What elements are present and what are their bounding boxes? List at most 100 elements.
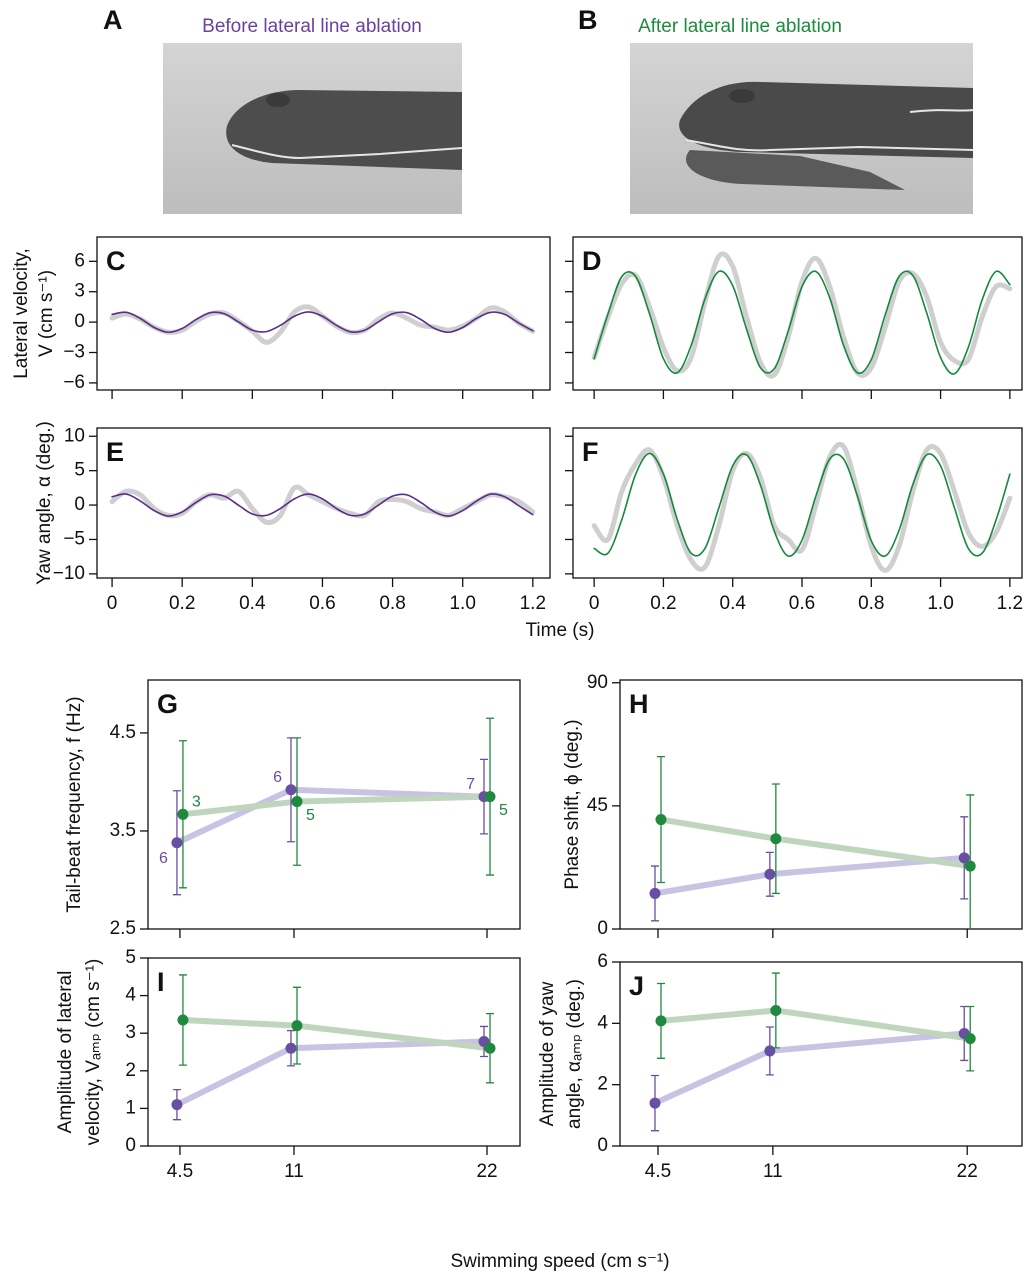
series-line bbox=[182, 793, 491, 818]
x-tick-label: 1.0 bbox=[449, 593, 475, 614]
y-axis-label: Yaw angle, α (deg.) bbox=[34, 421, 55, 585]
photo bbox=[163, 43, 463, 214]
x-tick-label: 4.5 bbox=[645, 1161, 671, 1182]
plot-area bbox=[171, 974, 496, 1121]
plot-frame bbox=[572, 427, 1023, 579]
photo-title: After lateral line ablation bbox=[638, 16, 842, 37]
plot-area bbox=[649, 972, 976, 1132]
plot-area bbox=[109, 484, 536, 526]
panel-letter: J bbox=[629, 971, 644, 1001]
data-point bbox=[770, 833, 782, 845]
plot-area bbox=[649, 755, 976, 929]
x-tick-label: 0.2 bbox=[650, 593, 676, 614]
y-axis-label: angle, αₐₘₚ (deg.) bbox=[564, 979, 585, 1129]
y-tick-label: 2 bbox=[125, 1060, 136, 1081]
y-tick-label: 0 bbox=[125, 1135, 136, 1156]
data-point bbox=[964, 860, 976, 872]
photo bbox=[630, 43, 974, 214]
sample-size: 6 bbox=[273, 769, 282, 786]
y-axis-label: Lateral velocity, bbox=[11, 248, 32, 379]
data-point bbox=[764, 868, 776, 880]
series-line bbox=[660, 816, 971, 870]
panel-letter: I bbox=[157, 967, 165, 997]
x-tick-label: 0.6 bbox=[309, 593, 335, 614]
x-tick-label: 1.2 bbox=[997, 593, 1023, 614]
series-line bbox=[660, 1007, 971, 1042]
y-axis-label: Tail-beat frequency, f (Hz) bbox=[64, 696, 85, 912]
photo-title: Before lateral line ablation bbox=[202, 16, 422, 37]
x-tick-label: 0.4 bbox=[239, 593, 266, 614]
y-tick-label: 3 bbox=[125, 1022, 136, 1043]
x-tick-label: 1.2 bbox=[520, 593, 546, 614]
y-axis-label: V (cm s⁻¹) bbox=[36, 270, 57, 357]
panel-letter: C bbox=[106, 246, 126, 276]
data-point bbox=[177, 808, 189, 820]
x-tick-label: 0 bbox=[107, 593, 118, 614]
series-line bbox=[654, 854, 965, 897]
y-tick-label: 0 bbox=[597, 1135, 608, 1156]
data-point bbox=[649, 1097, 661, 1109]
series-line bbox=[111, 493, 534, 517]
x-tick-label: 0 bbox=[589, 593, 600, 614]
y-tick-label: −10 bbox=[53, 563, 85, 584]
data-point bbox=[655, 1015, 667, 1027]
series-line bbox=[593, 270, 1011, 375]
x-tick-label: 0.8 bbox=[858, 593, 884, 614]
series-line bbox=[593, 452, 1011, 558]
series-line bbox=[591, 441, 1013, 573]
y-tick-label: 0 bbox=[74, 311, 85, 332]
sample-size: 5 bbox=[306, 807, 315, 824]
data-point bbox=[171, 1099, 183, 1111]
x-tick-label: 11 bbox=[763, 1161, 783, 1182]
y-tick-label: 0 bbox=[74, 494, 85, 515]
plot-frame bbox=[619, 961, 1023, 1147]
plot-area bbox=[109, 304, 536, 345]
data-point bbox=[484, 791, 496, 803]
y-tick-label: 3.5 bbox=[110, 820, 136, 841]
y-tick-label: −3 bbox=[63, 342, 85, 363]
panel-letter: B bbox=[578, 5, 598, 35]
y-tick-label: 5 bbox=[125, 947, 136, 968]
plot-area bbox=[171, 717, 496, 896]
plot-frame bbox=[147, 957, 521, 1147]
y-tick-label: 2.5 bbox=[110, 918, 136, 939]
series-line bbox=[591, 251, 1013, 379]
data-point bbox=[484, 1042, 496, 1054]
plot-frame bbox=[96, 427, 551, 579]
series-line bbox=[111, 311, 534, 334]
plot-frame bbox=[147, 679, 521, 930]
data-point bbox=[770, 1004, 782, 1016]
y-tick-label: 1 bbox=[125, 1097, 136, 1118]
series-line bbox=[109, 484, 536, 526]
sample-size: 5 bbox=[499, 802, 508, 819]
data-point bbox=[649, 887, 661, 899]
data-point bbox=[964, 1033, 976, 1045]
panel-letter: H bbox=[629, 689, 649, 719]
x-axis-label: Time (s) bbox=[526, 620, 595, 641]
x-tick-label: 0.6 bbox=[789, 593, 815, 614]
y-tick-label: 4 bbox=[125, 985, 136, 1006]
plot-frame bbox=[96, 236, 551, 391]
x-tick-label: 1.0 bbox=[927, 593, 953, 614]
data-point bbox=[171, 837, 183, 849]
plot-frame bbox=[619, 679, 1023, 930]
series-line bbox=[653, 1030, 965, 1106]
y-axis-label: Phase shift, ϕ (deg.) bbox=[562, 719, 583, 889]
data-point bbox=[958, 852, 970, 864]
y-tick-label: 4.5 bbox=[110, 722, 136, 743]
sample-size: 6 bbox=[159, 850, 168, 867]
y-axis-label: velocity, Vₐₘₚ (cm s⁻¹) bbox=[83, 959, 104, 1146]
data-point bbox=[177, 1014, 189, 1026]
y-tick-label: 3 bbox=[74, 281, 85, 302]
plot-area bbox=[591, 441, 1013, 573]
y-tick-label: 6 bbox=[74, 250, 85, 271]
plot-area bbox=[591, 251, 1013, 379]
panel-letter: F bbox=[582, 437, 599, 467]
y-tick-label: −5 bbox=[63, 528, 85, 549]
y-axis-label: Amplitude of lateral bbox=[55, 971, 76, 1134]
data-point bbox=[291, 1020, 303, 1032]
sample-size: 3 bbox=[192, 794, 201, 811]
plot-frame bbox=[572, 236, 1023, 391]
x-tick-label: 0.2 bbox=[169, 593, 195, 614]
